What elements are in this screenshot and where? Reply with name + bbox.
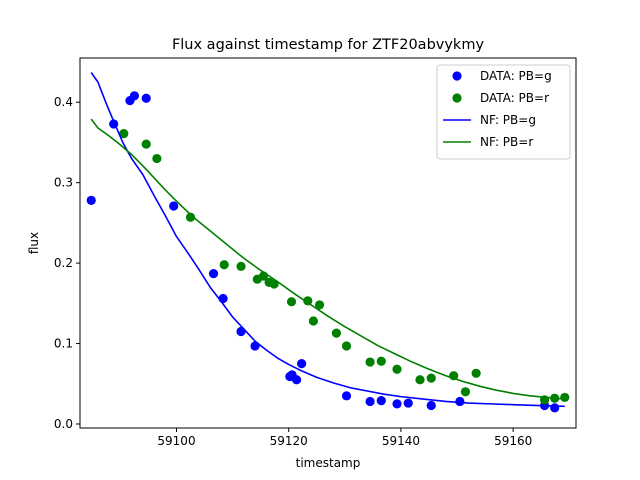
data-point	[314, 300, 325, 310]
data-point	[119, 129, 129, 139]
data-point	[236, 261, 246, 271]
data-point	[392, 364, 402, 374]
plot-area: 59100 59120 59140 59160 0.0 0.1 0.2 0.3 0.4	[54, 57, 577, 448]
x-tick-label: 59160	[494, 434, 532, 448]
legend-item: NF: PB=r	[443, 135, 533, 149]
data-point	[560, 392, 570, 403]
data-point	[426, 400, 436, 411]
series-points-1	[119, 129, 570, 405]
legend-label: DATA: PB=r	[480, 91, 549, 105]
data-point	[236, 326, 246, 337]
data-point	[550, 403, 560, 413]
y-tick-label: 0.1	[54, 337, 73, 351]
data-point	[471, 368, 481, 378]
data-point	[219, 260, 229, 270]
data-point	[426, 373, 436, 383]
data-point	[376, 396, 386, 406]
data-point	[365, 396, 375, 407]
data-point	[308, 316, 319, 326]
x-tick-label: 59100	[157, 434, 195, 448]
legend-item: NF: PB=g	[443, 113, 536, 127]
legend-label: NF: PB=r	[480, 135, 533, 149]
data-point	[403, 398, 413, 408]
data-point	[291, 375, 302, 385]
legend-marker	[452, 71, 462, 81]
data-point	[376, 356, 386, 366]
data-point	[208, 268, 219, 279]
x-tick-label: 59140	[382, 434, 420, 448]
y-axis-title: flux	[27, 232, 41, 254]
data-point	[86, 195, 96, 205]
axes-frame	[79, 57, 577, 429]
data-point	[185, 212, 196, 222]
y-tick-label: 0.0	[54, 417, 73, 431]
y-tick-label: 0.3	[54, 176, 73, 190]
legend-marker	[452, 93, 462, 103]
series-line-3	[90, 118, 565, 400]
legend-item: DATA: PB=r	[452, 91, 549, 105]
legend: DATA: PB=g DATA: PB=r NF: PB=g NF: PB=r	[436, 64, 571, 160]
x-axis-title: timestamp	[296, 456, 361, 470]
data-point	[455, 396, 465, 407]
y-tick-label: 0.2	[54, 256, 73, 270]
data-point	[286, 297, 297, 307]
legend-label: NF: PB=g	[480, 113, 536, 127]
data-point	[169, 201, 179, 211]
data-point	[297, 359, 307, 369]
data-point	[331, 328, 342, 338]
x-tick-label: 59120	[270, 434, 308, 448]
data-point	[415, 375, 425, 385]
data-point	[341, 391, 352, 401]
data-point	[460, 387, 471, 397]
data-point	[303, 296, 313, 306]
legend-box	[436, 64, 571, 160]
data-point	[341, 341, 352, 351]
series-line-2	[90, 72, 565, 408]
legend-label: DATA: PB=g	[480, 69, 552, 83]
chart-title: Flux against timestamp for ZTF20abvykmy	[172, 37, 485, 53]
legend-item: DATA: PB=g	[452, 69, 552, 83]
y-tick-label: 0.4	[54, 95, 73, 109]
data-point	[392, 399, 402, 409]
data-point	[141, 139, 151, 149]
data-point	[129, 91, 140, 101]
data-point	[365, 357, 375, 367]
data-point	[152, 153, 162, 164]
data-point	[141, 93, 151, 103]
